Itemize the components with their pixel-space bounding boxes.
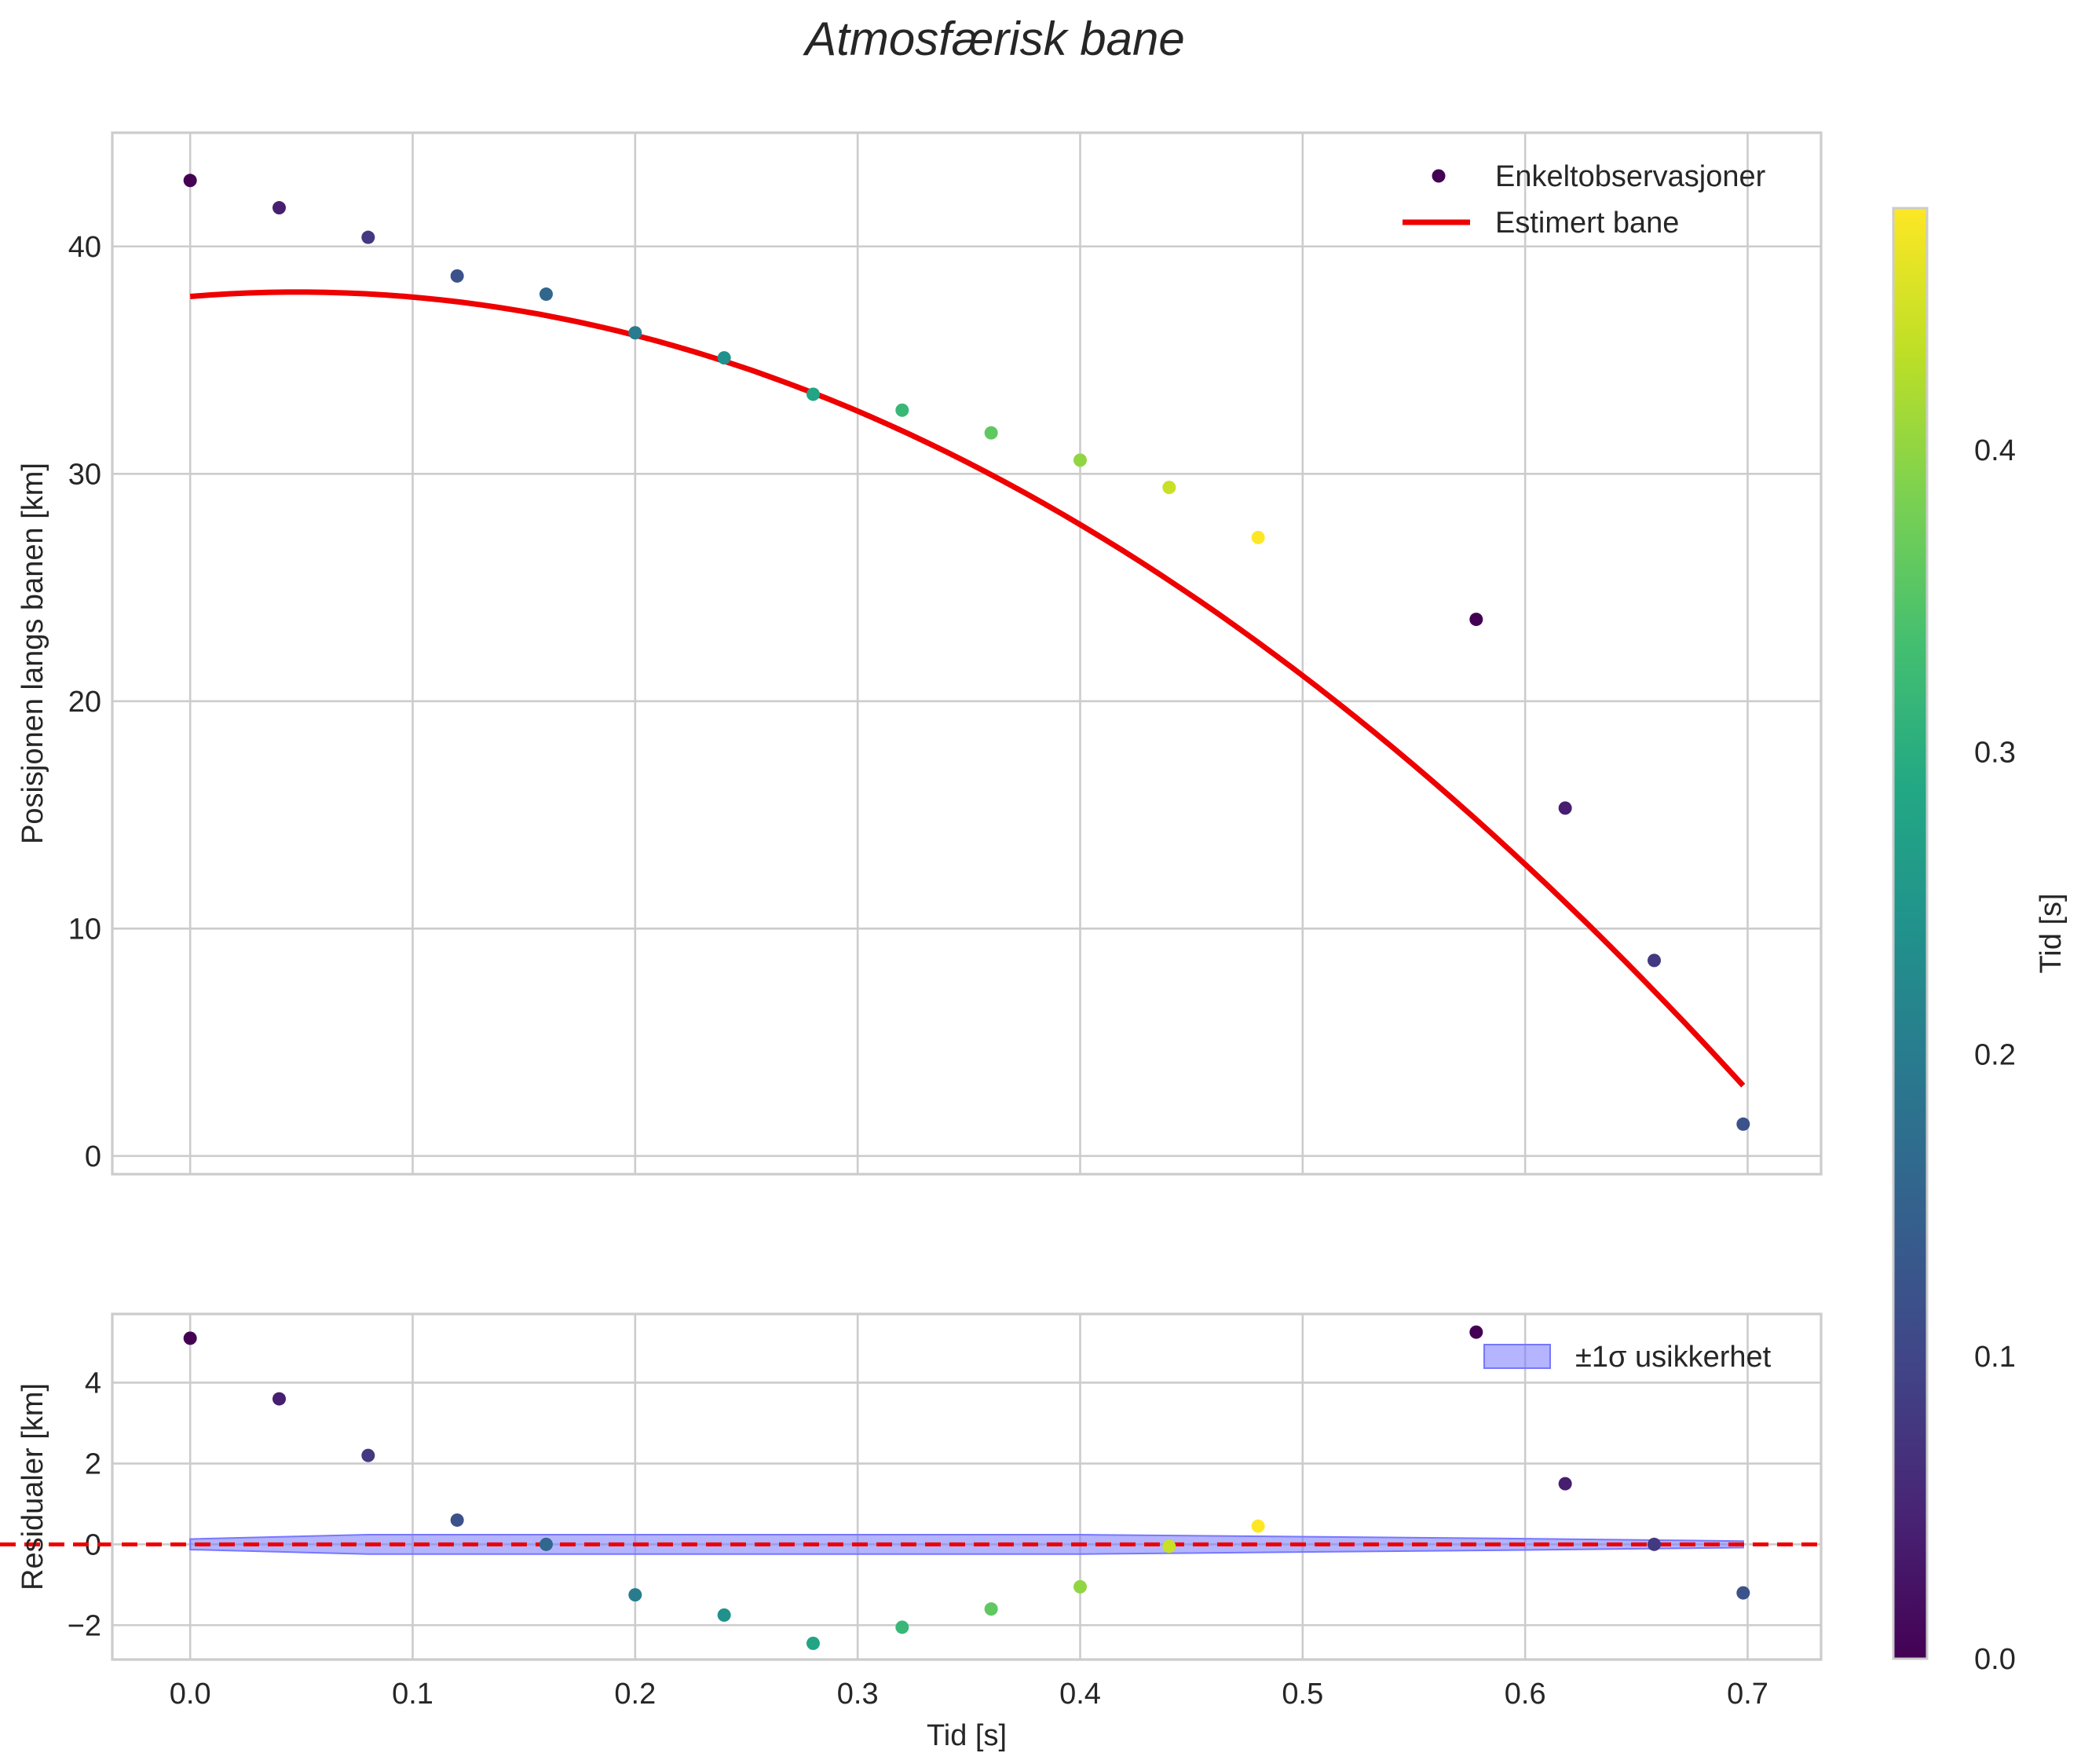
observation-point [717, 351, 731, 365]
main-y-tick-label: 0 [85, 1140, 101, 1173]
uncertainty-band [189, 1534, 1744, 1555]
residual-y-tick-label: −2 [68, 1609, 101, 1642]
main-panel: 0 10 20 30 40 Posisjonen langs banen [km] Enke… [16, 131, 1823, 1176]
colorbar-tick-label: 0.2 [1974, 1038, 2016, 1071]
residual-point [1736, 1586, 1750, 1600]
legend-label-observations: Enkeltobservasjoner [1495, 160, 1766, 193]
residual-point [183, 1331, 197, 1345]
residual-point [1162, 1539, 1176, 1554]
observation-point [1469, 613, 1483, 627]
residual-y-tick-label: 0 [85, 1528, 101, 1561]
observation-point [1162, 481, 1176, 495]
colorbar-tick-label: 0.4 [1974, 434, 2016, 467]
x-tick-label: 0.4 [1059, 1678, 1101, 1711]
observation-point [628, 326, 642, 340]
residual-point [272, 1392, 286, 1406]
colorbar-tick-label: 0.1 [1974, 1341, 2016, 1374]
observation-point [450, 269, 464, 283]
x-axis-label: Tid [s] [927, 1719, 1007, 1752]
residual-y-axis-label: Residualer [km] [16, 1383, 49, 1590]
residual-point [1251, 1519, 1265, 1533]
chart-title: Atmosfærisk bane [803, 13, 1185, 65]
observation-point [183, 174, 197, 188]
colorbar: 0.0 0.1 0.2 0.3 0.4 Tid [s] [1892, 207, 2068, 1676]
main-y-tick-label: 10 [68, 913, 101, 946]
residual-point [806, 1636, 820, 1650]
main-y-axis-label: Posisjonen langs banen [km] [16, 463, 49, 844]
colorbar-tick-label: 0.0 [1974, 1643, 2016, 1676]
observation-point [1648, 953, 1661, 968]
residual-point [361, 1448, 375, 1462]
estimated-path-line [189, 289, 1746, 1088]
legend-label-uncertainty: ±1σ usikkerhet [1575, 1341, 1772, 1374]
main-legend: Enkeltobservasjoner Estimert bane [1403, 160, 1766, 240]
residual-point [539, 1537, 553, 1551]
x-tick-label: 0.3 [837, 1678, 879, 1711]
residual-y-tick-label: 4 [85, 1367, 101, 1400]
residual-point [1469, 1325, 1483, 1339]
residual-point [895, 1620, 909, 1634]
residual-point [984, 1602, 998, 1616]
observation-point [806, 387, 820, 401]
residual-plot-frame [111, 1312, 1823, 1661]
x-tick-label: 0.1 [392, 1678, 433, 1711]
observation-point [272, 201, 286, 215]
residual-point [628, 1588, 642, 1602]
observation-point [361, 230, 375, 244]
observation-point [1251, 530, 1265, 544]
observation-point [539, 287, 553, 302]
x-tick-label: 0.5 [1282, 1678, 1323, 1711]
legend-marker-uncertainty [1483, 1344, 1551, 1369]
residual-point [1558, 1477, 1572, 1491]
residual-point [450, 1513, 464, 1527]
residual-point [1073, 1579, 1087, 1594]
observation-point [895, 403, 909, 417]
main-y-tick-label: 30 [68, 458, 101, 491]
observation-point [1073, 453, 1087, 467]
residual-point [1648, 1537, 1661, 1551]
main-plot-frame [111, 131, 1823, 1176]
colorbar-label: Tid [s] [2035, 893, 2068, 973]
observation-point [1736, 1117, 1750, 1131]
x-tick-label: 0.2 [614, 1678, 656, 1711]
residual-legend: ±1σ usikkerhet [1483, 1341, 1772, 1374]
colorbar-gradient [1892, 207, 1929, 1660]
observation-point [984, 426, 998, 440]
residuals-panel: 0.0 0.1 0.2 0.3 0.4 0.5 0.6 0.7 −2 0 2 4 Residualer … [0, 1312, 1823, 1752]
legend-label-estimated: Estimert bane [1495, 207, 1679, 240]
observation-point [1558, 801, 1572, 815]
residual-y-tick-label: 2 [85, 1447, 101, 1480]
x-tick-label: 0.0 [170, 1678, 211, 1711]
colorbar-tick-label: 0.3 [1974, 737, 2016, 770]
legend-marker-observations [1432, 169, 1446, 183]
residual-point [717, 1608, 731, 1622]
main-y-tick-label: 40 [68, 231, 101, 264]
x-tick-label: 0.6 [1505, 1678, 1546, 1711]
main-y-tick-label: 20 [68, 686, 101, 719]
x-tick-label: 0.7 [1727, 1678, 1768, 1711]
